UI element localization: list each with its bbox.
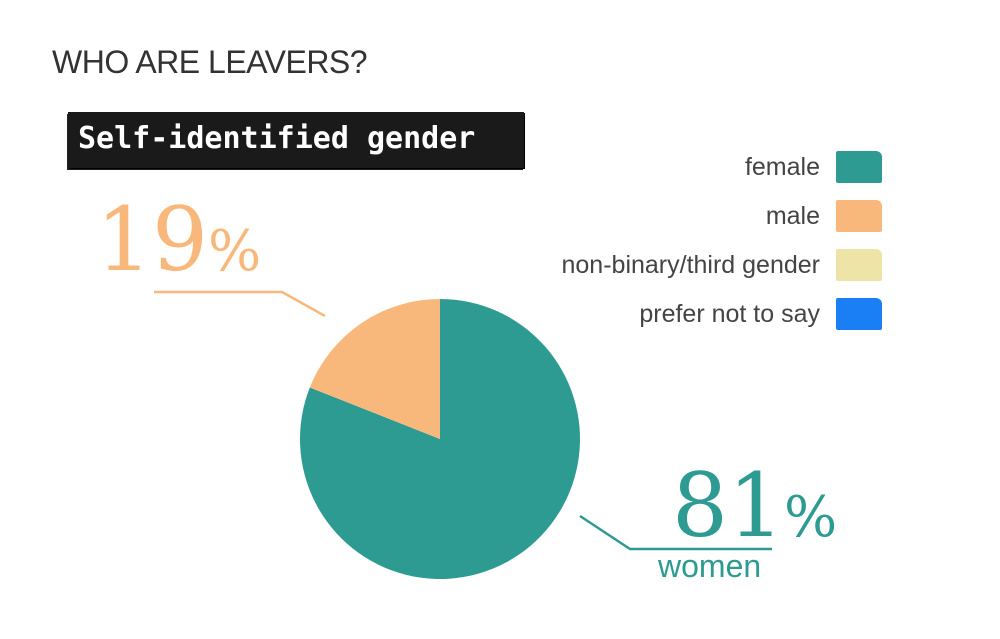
male-percent-sign: % — [207, 219, 262, 284]
subtitle-badge: Self-identified gender — [68, 112, 524, 168]
male-percent-value: 19 — [96, 188, 208, 291]
chart-subtitle: Self-identified gender — [78, 121, 476, 156]
legend-label-prefer-not: prefer not to say — [639, 299, 820, 328]
male-percent-label: 19% — [96, 196, 261, 284]
legend-label-non-binary: non-binary/third gender — [561, 250, 821, 279]
male-leader-line — [154, 290, 326, 318]
legend-swatch-non-binary — [836, 249, 882, 281]
legend-swatch-prefer-not — [836, 298, 882, 330]
legend: female male non-binary/third gender pref… — [561, 150, 882, 346]
legend-item-prefer-not: prefer not to say — [562, 297, 882, 331]
legend-item-male: male — [562, 199, 882, 233]
legend-item-female: female — [562, 150, 882, 184]
female-percent-value: 81 — [672, 454, 784, 557]
page-title: WHO ARE LEAVERS? — [52, 44, 368, 80]
legend-label-female: female — [744, 152, 820, 181]
pie-slice-female — [299, 299, 580, 579]
legend-swatch-female — [836, 151, 882, 183]
legend-item-non-binary: non-binary/third gender — [561, 248, 882, 282]
legend-swatch-male — [836, 200, 882, 232]
pie-slice-male — [309, 299, 440, 439]
female-percent-sign: % — [783, 485, 838, 550]
female-percent-label: 81% — [672, 462, 837, 550]
legend-label-male: male — [765, 201, 820, 230]
female-caption: women — [658, 548, 762, 584]
pie-slices — [299, 299, 580, 579]
female-leader-line — [579, 514, 772, 551]
